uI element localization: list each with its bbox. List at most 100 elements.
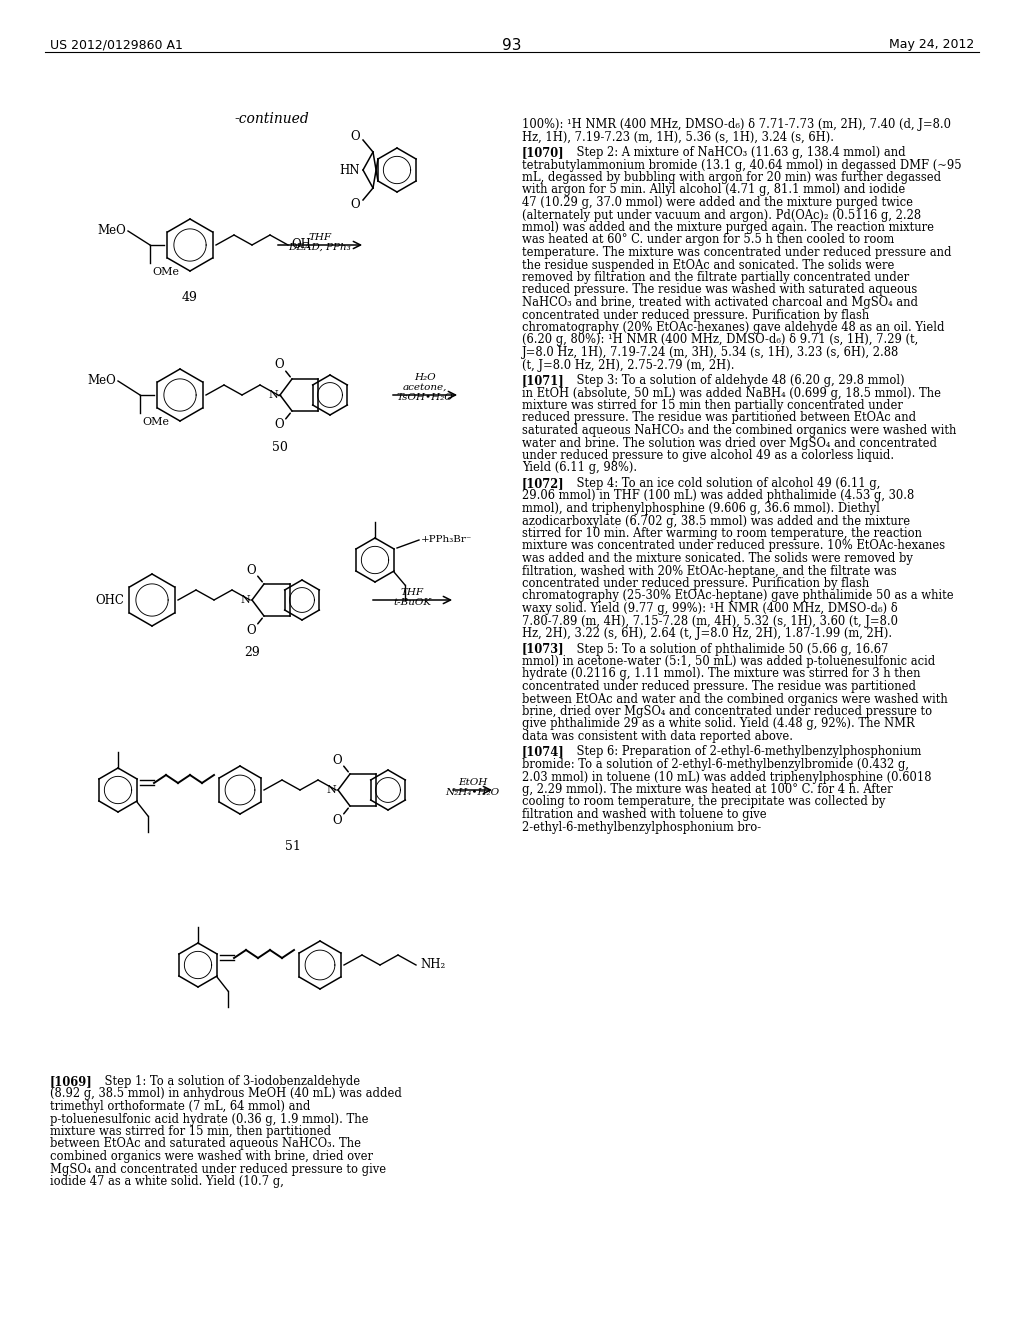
Text: [1072]: [1072] — [522, 477, 564, 490]
Text: O: O — [332, 813, 342, 826]
Text: chromatography (20% EtOAc-hexanes) gave aldehyde 48 as an oil. Yield: chromatography (20% EtOAc-hexanes) gave … — [522, 321, 944, 334]
Text: mL, degassed by bubbling with argon for 20 min) was further degassed: mL, degassed by bubbling with argon for … — [522, 172, 941, 183]
Text: H₂O: H₂O — [414, 374, 436, 381]
Text: May 24, 2012: May 24, 2012 — [889, 38, 974, 51]
Text: O: O — [350, 129, 359, 143]
Text: under reduced pressure to give alcohol 49 as a colorless liquid.: under reduced pressure to give alcohol 4… — [522, 449, 894, 462]
Text: THF: THF — [308, 234, 332, 242]
Text: O: O — [350, 198, 359, 210]
Text: acetone,: acetone, — [402, 383, 447, 392]
Text: temperature. The mixture was concentrated under reduced pressure and: temperature. The mixture was concentrate… — [522, 246, 951, 259]
Text: MgSO₄ and concentrated under reduced pressure to give: MgSO₄ and concentrated under reduced pre… — [50, 1163, 386, 1176]
Text: Hz, 1H), 7.19-7.23 (m, 1H), 5.36 (s, 1H), 3.24 (s, 6H).: Hz, 1H), 7.19-7.23 (m, 1H), 5.36 (s, 1H)… — [522, 131, 834, 144]
Text: chromatography (25-30% EtOAc-heptane) gave phthalimide 50 as a white: chromatography (25-30% EtOAc-heptane) ga… — [522, 590, 953, 602]
Text: 100%): ¹H NMR (400 MHz, DMSO-d₆) δ 7.71-7.73 (m, 2H), 7.40 (d, J=8.0: 100%): ¹H NMR (400 MHz, DMSO-d₆) δ 7.71-… — [522, 117, 951, 131]
Text: iodide 47 as a white solid. Yield (10.7 g,: iodide 47 as a white solid. Yield (10.7 … — [50, 1175, 284, 1188]
Text: Step 2: A mixture of NaHCO₃ (11.63 g, 138.4 mmol) and: Step 2: A mixture of NaHCO₃ (11.63 g, 13… — [562, 147, 905, 158]
Text: cooling to room temperature, the precipitate was collected by: cooling to room temperature, the precipi… — [522, 796, 886, 808]
Text: DEAD, PPh₃: DEAD, PPh₃ — [289, 243, 351, 252]
Text: J=8.0 Hz, 1H), 7.19-7.24 (m, 3H), 5.34 (s, 1H), 3.23 (s, 6H), 2.88: J=8.0 Hz, 1H), 7.19-7.24 (m, 3H), 5.34 (… — [522, 346, 899, 359]
Text: Hz, 2H), 3.22 (s, 6H), 2.64 (t, J=8.0 Hz, 2H), 1.87-1.99 (m, 2H).: Hz, 2H), 3.22 (s, 6H), 2.64 (t, J=8.0 Hz… — [522, 627, 892, 640]
Text: 49: 49 — [182, 290, 198, 304]
Text: 50: 50 — [272, 441, 288, 454]
Text: was added and the mixture sonicated. The solids were removed by: was added and the mixture sonicated. The… — [522, 552, 912, 565]
Text: mixture was stirred for 15 min then partially concentrated under: mixture was stirred for 15 min then part… — [522, 399, 903, 412]
Text: [1070]: [1070] — [522, 147, 564, 158]
Text: NaHCO₃ and brine, treated with activated charcoal and MgSO₄ and: NaHCO₃ and brine, treated with activated… — [522, 296, 918, 309]
Text: concentrated under reduced pressure. Purification by flash: concentrated under reduced pressure. Pur… — [522, 309, 869, 322]
Text: concentrated under reduced pressure. The residue was partitioned: concentrated under reduced pressure. The… — [522, 680, 916, 693]
Text: O: O — [246, 564, 256, 577]
Text: US 2012/0129860 A1: US 2012/0129860 A1 — [50, 38, 183, 51]
Text: Step 5: To a solution of phthalimide 50 (5.66 g, 16.67: Step 5: To a solution of phthalimide 50 … — [562, 643, 888, 656]
Text: MeO: MeO — [97, 224, 126, 238]
Text: filtration, washed with 20% EtOAc-heptane, and the filtrate was: filtration, washed with 20% EtOAc-heptan… — [522, 565, 897, 578]
Text: Yield (6.11 g, 98%).: Yield (6.11 g, 98%). — [522, 462, 637, 474]
Text: reduced pressure. The residue was washed with saturated aqueous: reduced pressure. The residue was washed… — [522, 284, 918, 297]
Text: [1069]: [1069] — [50, 1074, 93, 1088]
Text: was heated at 60° C. under argon for 5.5 h then cooled to room: was heated at 60° C. under argon for 5.5… — [522, 234, 894, 247]
Text: OHC: OHC — [95, 594, 124, 606]
Text: N: N — [241, 595, 250, 605]
Text: g, 2.29 mmol). The mixture was heated at 100° C. for 4 h. After: g, 2.29 mmol). The mixture was heated at… — [522, 783, 893, 796]
Text: between EtOAc and water and the combined organics were washed with: between EtOAc and water and the combined… — [522, 693, 948, 705]
Text: mmol) in acetone-water (5:1, 50 mL) was added p-toluenesulfonic acid: mmol) in acetone-water (5:1, 50 mL) was … — [522, 655, 935, 668]
Text: OMe: OMe — [142, 417, 169, 426]
Text: between EtOAc and saturated aqueous NaHCO₃. The: between EtOAc and saturated aqueous NaHC… — [50, 1138, 361, 1151]
Text: brine, dried over MgSO₄ and concentrated under reduced pressure to: brine, dried over MgSO₄ and concentrated… — [522, 705, 932, 718]
Text: EtOH: EtOH — [458, 777, 487, 787]
Text: O: O — [274, 418, 284, 432]
Text: water and brine. The solution was dried over MgSO₄ and concentrated: water and brine. The solution was dried … — [522, 437, 937, 450]
Text: N₂H₄•H₂O: N₂H₄•H₂O — [445, 788, 500, 797]
Text: N: N — [327, 785, 336, 795]
Text: bromide: To a solution of 2-ethyl-6-methylbenzylbromide (0.432 g,: bromide: To a solution of 2-ethyl-6-meth… — [522, 758, 909, 771]
Text: mmol), and triphenylphosphine (9.606 g, 36.6 mmol). Diethyl: mmol), and triphenylphosphine (9.606 g, … — [522, 502, 880, 515]
Text: -continued: -continued — [234, 112, 309, 125]
Text: [1074]: [1074] — [522, 746, 565, 759]
Text: 2-ethyl-6-methylbenzylphosphonium bro-: 2-ethyl-6-methylbenzylphosphonium bro- — [522, 821, 761, 833]
Text: [1073]: [1073] — [522, 643, 564, 656]
Text: O: O — [332, 754, 342, 767]
Text: 47 (10.29 g, 37.0 mmol) were added and the mixture purged twice: 47 (10.29 g, 37.0 mmol) were added and t… — [522, 195, 913, 209]
Text: Step 4: To an ice cold solution of alcohol 49 (6.11 g,: Step 4: To an ice cold solution of alcoh… — [562, 477, 880, 490]
Text: O: O — [246, 623, 256, 636]
Text: +PPh₃Br⁻: +PPh₃Br⁻ — [421, 536, 472, 544]
Text: waxy solid. Yield (9.77 g, 99%): ¹H NMR (400 MHz, DMSO-d₆) δ: waxy solid. Yield (9.77 g, 99%): ¹H NMR … — [522, 602, 898, 615]
Text: (6.20 g, 80%): ¹H NMR (400 MHz, DMSO-d₆) δ 9.71 (s, 1H), 7.29 (t,: (6.20 g, 80%): ¹H NMR (400 MHz, DMSO-d₆)… — [522, 334, 919, 346]
Text: 29.06 mmol) in THF (100 mL) was added phthalimide (4.53 g, 30.8: 29.06 mmol) in THF (100 mL) was added ph… — [522, 490, 914, 503]
Text: the residue suspended in EtOAc and sonicated. The solids were: the residue suspended in EtOAc and sonic… — [522, 259, 894, 272]
Text: MeO: MeO — [87, 375, 116, 388]
Text: mmol) was added and the mixture purged again. The reaction mixture: mmol) was added and the mixture purged a… — [522, 220, 934, 234]
Text: 93: 93 — [502, 38, 522, 53]
Text: N: N — [268, 389, 278, 400]
Text: TsOH•H₂O: TsOH•H₂O — [396, 393, 454, 403]
Text: (alternately put under vacuum and argon). Pd(OAc)₂ (0.5116 g, 2.28: (alternately put under vacuum and argon)… — [522, 209, 922, 222]
Text: Step 6: Preparation of 2-ethyl-6-methylbenzylphosphonium: Step 6: Preparation of 2-ethyl-6-methylb… — [562, 746, 921, 759]
Text: hydrate (0.2116 g, 1.11 mmol). The mixture was stirred for 3 h then: hydrate (0.2116 g, 1.11 mmol). The mixtu… — [522, 668, 921, 681]
Text: with argon for 5 min. Allyl alcohol (4.71 g, 81.1 mmol) and iodide: with argon for 5 min. Allyl alcohol (4.7… — [522, 183, 905, 197]
Text: p-toluenesulfonic acid hydrate (0.36 g, 1.9 mmol). The: p-toluenesulfonic acid hydrate (0.36 g, … — [50, 1113, 369, 1126]
Text: O: O — [274, 359, 284, 371]
Text: stirred for 10 min. After warming to room temperature, the reaction: stirred for 10 min. After warming to roo… — [522, 527, 922, 540]
Text: filtration and washed with toluene to give: filtration and washed with toluene to gi… — [522, 808, 767, 821]
Text: Step 1: To a solution of 3-iodobenzaldehyde: Step 1: To a solution of 3-iodobenzaldeh… — [90, 1074, 359, 1088]
Text: 7.80-7.89 (m, 4H), 7.15-7.28 (m, 4H), 5.32 (s, 1H), 3.60 (t, J=8.0: 7.80-7.89 (m, 4H), 7.15-7.28 (m, 4H), 5.… — [522, 615, 898, 627]
Text: OMe: OMe — [152, 267, 179, 277]
Text: 51: 51 — [285, 840, 301, 853]
Text: in EtOH (absolute, 50 mL) was added NaBH₄ (0.699 g, 18.5 mmol). The: in EtOH (absolute, 50 mL) was added NaBH… — [522, 387, 941, 400]
Text: THF: THF — [401, 587, 424, 597]
Text: removed by filtration and the filtrate partially concentrated under: removed by filtration and the filtrate p… — [522, 271, 909, 284]
Text: give phthalimide 29 as a white solid. Yield (4.48 g, 92%). The NMR: give phthalimide 29 as a white solid. Yi… — [522, 718, 914, 730]
Text: reduced pressure. The residue was partitioned between EtOAc and: reduced pressure. The residue was partit… — [522, 412, 916, 425]
Text: mixture was concentrated under reduced pressure. 10% EtOAc-hexanes: mixture was concentrated under reduced p… — [522, 540, 945, 553]
Text: tetrabutylammonium bromide (13.1 g, 40.64 mmol) in degassed DMF (~95: tetrabutylammonium bromide (13.1 g, 40.6… — [522, 158, 962, 172]
Text: NH₂: NH₂ — [420, 958, 445, 972]
Text: 2.03 mmol) in toluene (10 mL) was added triphenylphosphine (0.6018: 2.03 mmol) in toluene (10 mL) was added … — [522, 771, 932, 784]
Text: concentrated under reduced pressure. Purification by flash: concentrated under reduced pressure. Pur… — [522, 577, 869, 590]
Text: (8.92 g, 38.5 mmol) in anhydrous MeOH (40 mL) was added: (8.92 g, 38.5 mmol) in anhydrous MeOH (4… — [50, 1088, 401, 1101]
Text: 29: 29 — [244, 645, 260, 659]
Text: t-BuOK: t-BuOK — [393, 598, 431, 607]
Text: [1071]: [1071] — [522, 374, 565, 387]
Text: mixture was stirred for 15 min, then partitioned: mixture was stirred for 15 min, then par… — [50, 1125, 331, 1138]
Text: combined organics were washed with brine, dried over: combined organics were washed with brine… — [50, 1150, 373, 1163]
